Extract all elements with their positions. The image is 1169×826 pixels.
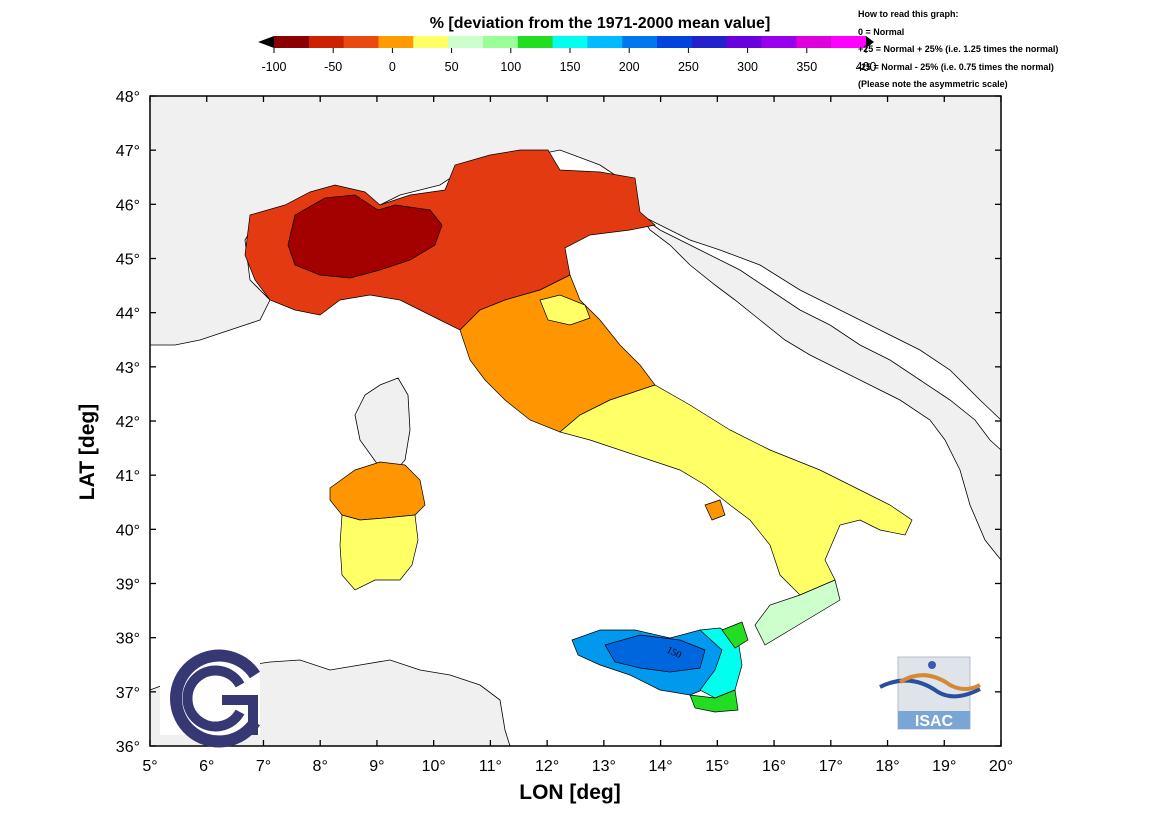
colorbar-cell [308, 36, 345, 48]
colorbar-cell [587, 36, 623, 48]
y-tick-label: 37° [116, 685, 140, 702]
region-center [459, 274, 656, 433]
note-line-3: +25 = Normal + 25% (i.e. 1.25 times the … [858, 44, 1059, 54]
note-line-4: -25 = Normal - 25% (i.e. 0.75 times the … [858, 61, 1054, 72]
colorbar-tick-label: 100 [500, 60, 521, 74]
y-tick-label: 36° [116, 739, 140, 756]
colorbar-tick-label: -50 [324, 60, 342, 74]
y-tick-label: 38° [116, 631, 140, 648]
colorbar-cell [378, 36, 414, 48]
x-axis-label: LON [deg] [519, 781, 621, 804]
region-south [559, 384, 913, 596]
colorbar-cell [413, 36, 449, 48]
colorbar-cell [517, 36, 554, 48]
colorbar-tick-label: 300 [737, 60, 758, 74]
x-tick-label: 19° [932, 758, 956, 775]
region-sardinia-south [339, 514, 419, 591]
colorbar-tick-label: -100 [261, 60, 286, 74]
isac-logo: ISAC [879, 656, 981, 730]
x-tick-label: 14° [648, 758, 672, 775]
colorbar-tick-label: 150 [560, 60, 581, 74]
region-sicily-core [604, 634, 706, 673]
isac-logo-text: ISAC [915, 713, 954, 730]
note-line-5: (Please note the asymmetric scale) [858, 79, 1008, 89]
colorbar-cell [796, 36, 832, 48]
region-adriatic-patch [539, 294, 591, 326]
y-tick-label: 43° [116, 360, 140, 377]
x-tick-label: 7° [256, 758, 271, 775]
colorbar-cell [726, 36, 763, 48]
colorbar-cell [831, 36, 867, 48]
y-axis: 48° 47° 46° 45° 44° 43° 42° 41° 40° 39° 38° 37° 36° [116, 89, 1001, 756]
colorbar-tick-label: 50 [445, 60, 459, 74]
x-tick-label: 6° [199, 758, 214, 775]
y-tick-label: 40° [116, 522, 140, 539]
x-tick-label: 5° [142, 758, 157, 775]
note-line-1: How to read this graph: [858, 9, 959, 19]
region-naples-patch [704, 499, 726, 521]
region-north [244, 149, 656, 331]
y-tick-label: 48° [116, 89, 140, 106]
x-axis: 5° 6° 7° 8° 9° 10° 11° 12° 13° 14° 15° 16° 17° 18° 19°… [142, 96, 1013, 775]
x-tick-label: 9° [369, 758, 384, 775]
reading-note: How to read this graph: 0 = Normal +25 =… [858, 6, 1058, 94]
colorbar-cell [657, 36, 693, 48]
colorbar-cell [761, 36, 797, 48]
colorbar-cell [274, 36, 310, 48]
note-line-2: 0 = Normal [858, 26, 905, 37]
colorbar-cell [691, 36, 728, 48]
x-tick-label: 20° [989, 758, 1013, 775]
region-sicily-southeast [689, 689, 739, 713]
region-deep-deficit [287, 194, 443, 279]
y-tick-label: 47° [116, 143, 140, 160]
colorbar-cell [622, 36, 658, 48]
region-messina [721, 621, 749, 649]
colorbar-title: % [deviation from the 1971-2000 mean val… [429, 15, 771, 32]
colorbar-left-arrow [258, 36, 274, 48]
x-tick-label: 10° [422, 758, 446, 775]
land-balkans [639, 214, 1002, 562]
x-tick-label: 15° [705, 758, 729, 775]
x-tick-label: 16° [762, 758, 786, 775]
y-tick-label: 45° [116, 252, 140, 269]
y-tick-label: 44° [116, 306, 140, 323]
cnr-logo [160, 649, 261, 748]
y-tick-label: 42° [116, 414, 140, 431]
colorbar-tick-label: 0 [389, 60, 396, 74]
x-tick-label: 13° [592, 758, 616, 775]
x-tick-label: 8° [313, 758, 328, 775]
colorbar: -100 -50 0 50 100 150 200 250 300 350 400 [258, 36, 877, 74]
colorbar-right-arrow [866, 36, 874, 48]
x-tick-label: 12° [535, 758, 559, 775]
colorbar-cell [448, 36, 484, 48]
colorbar-tick-label: 200 [619, 60, 640, 74]
y-tick-label: 41° [116, 468, 140, 485]
y-tick-label: 39° [116, 577, 140, 594]
x-tick-label: 17° [819, 758, 843, 775]
region-sardinia-north [329, 461, 426, 521]
colorbar-cell [482, 36, 519, 48]
x-tick-label: 11° [479, 758, 502, 775]
colorbar-tick-label: 350 [796, 60, 817, 74]
colorbar-cell [343, 36, 379, 48]
y-axis-label: LAT [deg] [76, 403, 99, 501]
y-tick-label: 46° [116, 197, 140, 214]
x-tick-label: 18° [875, 758, 899, 775]
colorbar-tick-label: 250 [678, 60, 699, 74]
region-calabria [754, 579, 841, 646]
italy-anomaly-fill [244, 149, 913, 713]
colorbar-cell [552, 36, 588, 48]
colorbar-tick-label: 400 [856, 60, 877, 74]
